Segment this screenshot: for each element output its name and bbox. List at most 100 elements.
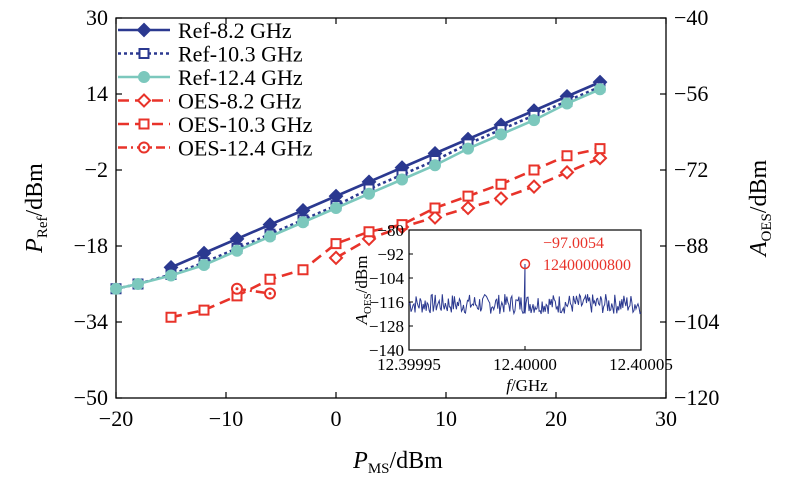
inset-peak-frequency: 12400000800 <box>543 257 631 274</box>
series-line-1 <box>115 85 601 291</box>
x-tick-label: 0 <box>331 406 342 431</box>
y-left-axis-label-part: Ref <box>35 217 51 239</box>
inset-y-tick-label: −80 <box>377 221 404 240</box>
series-2-point <box>165 269 177 282</box>
series-4-point <box>297 264 309 276</box>
series-4-point <box>495 178 507 190</box>
series-4-point <box>330 238 342 250</box>
x-axis-label-sub: MS <box>368 461 390 477</box>
x-tick-label: 10 <box>435 406 457 431</box>
x-axis-label-main: P <box>352 448 368 474</box>
series-3-point <box>559 164 575 180</box>
series-5-point-center <box>268 292 272 295</box>
inset-x-axis-label: f/GHz <box>506 376 548 395</box>
series-4-point <box>198 304 210 316</box>
inset-y-axis-label-part: A <box>352 313 371 325</box>
series-4-point <box>528 164 540 176</box>
legend-marker-3 <box>136 93 152 108</box>
y-left-tick-label: 14 <box>86 81 108 106</box>
inset-y-axis-label: AOES/dBm <box>352 256 374 326</box>
series-2-point <box>264 230 276 243</box>
x-axis-label-unit: /dBm <box>390 448 444 474</box>
series-2-point <box>363 187 375 200</box>
series-4-point <box>429 202 441 214</box>
legend-marker-1 <box>138 48 150 59</box>
y-right-tick-label: −120 <box>674 385 719 410</box>
series-2-point <box>132 278 144 290</box>
series-4-point <box>363 226 375 238</box>
y-left-tick-label: −34 <box>74 309 108 334</box>
inset-peak-marker <box>519 258 531 270</box>
inset-x-axis-label-main: f <box>506 376 513 395</box>
series-4-point <box>396 219 408 231</box>
inset-trace <box>408 264 642 316</box>
series-2-point <box>462 142 474 155</box>
legend-label-3: OES-8.2 GHz <box>178 89 302 114</box>
series-2-point <box>198 259 210 271</box>
series-2-point <box>561 97 573 110</box>
series-2-point <box>110 282 122 295</box>
inset-x-axis-label-unit: /GHz <box>511 376 548 395</box>
legend-marker-2 <box>138 71 150 83</box>
inset-x-tick-label: 12.40000 <box>493 355 557 374</box>
y-right-tick-label: −40 <box>674 5 708 30</box>
y-right-tick-label: −88 <box>674 233 708 258</box>
y-left-tick-label: −50 <box>74 385 108 410</box>
series-2-point <box>429 159 441 172</box>
series-3-point <box>427 210 443 225</box>
y-right-axis-label-part: OES <box>759 213 775 241</box>
series-3-point <box>493 191 509 206</box>
y-left-tick-label: −2 <box>85 157 108 182</box>
x-tick-label: 30 <box>655 406 677 431</box>
series-4-point <box>561 150 573 162</box>
series-2-point <box>297 216 309 229</box>
series-3-point <box>460 200 476 216</box>
series-2-point <box>594 83 606 96</box>
y-right-tick-label: −72 <box>674 157 708 182</box>
legend-marker-4 <box>138 118 150 130</box>
inset-x-tick-label: 12.40005 <box>609 355 673 374</box>
y-right-axis-label: AOES/dBm <box>746 159 775 258</box>
series-3-point <box>526 179 542 195</box>
series-3-point <box>592 150 608 166</box>
legend-label-2: Ref-12.4 GHz <box>178 65 303 90</box>
series-2-point <box>495 128 507 141</box>
y-left-axis-label-part: /dBm <box>22 163 48 217</box>
plot-frame <box>115 17 667 399</box>
x-tick-label: −10 <box>209 406 243 431</box>
inset-x-tick-label: 12.39995 <box>377 355 441 374</box>
inset-peak-value: −97.0054 <box>543 235 604 252</box>
inset-y-axis-label-part: OES <box>362 293 374 314</box>
series-4-point <box>594 143 606 155</box>
series-4-point <box>462 190 474 202</box>
y-left-axis-label-part: P <box>22 238 48 254</box>
legend-label-0: Ref-8.2 GHz <box>178 18 292 43</box>
inset-y-tick-label: −128 <box>369 317 404 336</box>
inset-y-tick-label: −92 <box>377 245 404 264</box>
inset-y-tick-label: −116 <box>370 293 404 312</box>
y-right-axis-label-part: A <box>746 241 772 258</box>
series-2-point <box>528 114 540 127</box>
series-2-point <box>231 244 243 257</box>
legend-marker-0 <box>136 22 152 38</box>
y-right-tick-label: −56 <box>674 81 708 106</box>
series-4-point <box>165 311 177 323</box>
inset-chart: −97.0054 12400000800 −80 −92 −104 −116 −128 −14… <box>352 221 673 395</box>
x-tick-label: 20 <box>545 406 567 431</box>
inset-y-axis-label-part: /dBm <box>352 256 371 294</box>
legend-label-5: OES-12.4 GHz <box>178 136 313 161</box>
legend-label-1: Ref-10.3 GHz <box>178 42 303 67</box>
inset-y-tick-label: −104 <box>369 269 405 288</box>
series-5-point-center <box>235 287 239 291</box>
y-right-axis-label-part: /dBm <box>746 159 772 213</box>
y-left-tick-label: −18 <box>74 233 108 258</box>
inset-y-tick-label: −140 <box>369 341 404 360</box>
x-tick-label: −20 <box>99 406 133 431</box>
legend-marker-5-center <box>142 146 146 149</box>
series-2-point <box>330 202 342 214</box>
series-4-point <box>264 273 276 285</box>
series-3-point <box>328 250 344 266</box>
x-axis-label: PMS/dBm <box>352 448 443 477</box>
